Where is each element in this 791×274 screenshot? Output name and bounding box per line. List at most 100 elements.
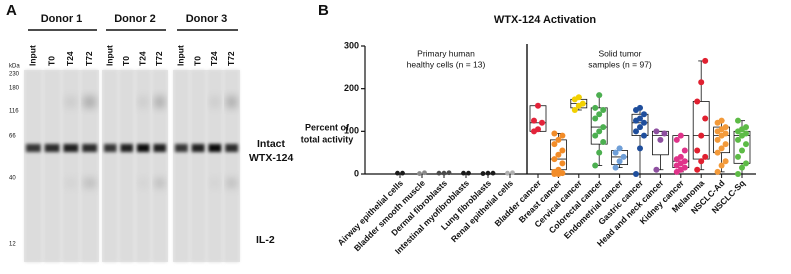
box — [631, 113, 649, 137]
data-point — [441, 170, 447, 176]
data-point — [735, 136, 741, 143]
data-point — [559, 132, 566, 139]
annotation: samples (n = 97) — [588, 59, 652, 69]
data-point — [551, 141, 558, 148]
lane-label: Input — [105, 45, 115, 66]
protein-band — [82, 144, 97, 152]
data-point — [505, 170, 510, 176]
data-point — [616, 145, 623, 152]
marker-label: 116 — [9, 109, 19, 115]
data-point — [579, 100, 586, 107]
data-point — [620, 153, 627, 160]
donor-label: Donor 3 — [186, 13, 228, 25]
smear-band — [64, 96, 78, 108]
smear-band — [83, 178, 96, 188]
protein-band — [191, 144, 205, 152]
lane — [224, 70, 239, 262]
data-point — [600, 139, 607, 145]
protein-band — [175, 144, 188, 152]
smear-band — [154, 178, 165, 188]
data-point — [681, 147, 688, 154]
data-point — [641, 132, 647, 139]
data-point — [702, 153, 709, 160]
data-point — [510, 170, 515, 176]
chart-title: WTX-124 Activation — [494, 14, 597, 26]
smear-band — [226, 96, 237, 108]
panel-label: A — [6, 2, 17, 19]
lane-label: T72 — [154, 51, 164, 66]
data-point — [722, 141, 729, 148]
protein-band — [137, 144, 150, 152]
lane-label: T72 — [84, 51, 94, 66]
data-point — [722, 130, 729, 137]
data-point — [677, 132, 684, 139]
smear-band — [209, 178, 221, 188]
lane — [207, 70, 223, 262]
lane — [152, 70, 167, 262]
data-point — [657, 136, 664, 143]
smear-band — [138, 96, 149, 108]
annotation: Primary human — [417, 48, 475, 58]
data-point — [559, 170, 566, 177]
data-point — [718, 145, 725, 152]
data-point — [735, 117, 741, 124]
protein-band — [44, 144, 60, 152]
data-point — [596, 149, 603, 156]
data-point — [559, 160, 566, 167]
data-point — [555, 151, 562, 158]
data-point — [743, 130, 749, 137]
data-point — [739, 147, 745, 154]
marker-label: 230 — [9, 72, 20, 78]
data-point — [555, 136, 562, 143]
lane — [174, 70, 189, 262]
data-point — [698, 132, 705, 139]
lane — [119, 70, 134, 262]
data-point — [739, 164, 745, 171]
data-point — [596, 128, 603, 135]
data-point — [735, 171, 741, 177]
annotation: Solid tumor — [599, 48, 642, 58]
lane — [25, 70, 42, 262]
lane-label: T0 — [46, 56, 56, 66]
marker-label: 12 — [9, 242, 16, 248]
data-point — [637, 115, 643, 122]
data-point — [718, 162, 725, 169]
data-point — [702, 115, 709, 122]
data-point — [571, 107, 578, 113]
smear-band — [209, 96, 221, 108]
protein-band — [26, 144, 41, 152]
donor-label: Donor 2 — [114, 13, 156, 25]
data-point — [555, 166, 562, 173]
y-tick-label: 200 — [344, 83, 359, 93]
data-point — [490, 170, 496, 176]
data-point — [485, 170, 491, 176]
data-point — [698, 158, 705, 165]
smear-band — [226, 178, 237, 188]
data-point — [637, 145, 643, 152]
lane-label: Input — [28, 45, 38, 66]
data-point — [633, 171, 639, 177]
data-point — [653, 128, 660, 135]
data-point — [592, 132, 599, 139]
panel-label: B — [318, 2, 329, 19]
data-point — [681, 164, 688, 171]
data-point — [535, 102, 541, 109]
lane-label: T24 — [209, 51, 219, 66]
data-point — [743, 160, 749, 167]
marker-label: 180 — [9, 86, 20, 92]
data-point — [641, 119, 647, 126]
box — [652, 130, 669, 156]
data-point — [735, 153, 741, 160]
data-point — [702, 57, 709, 64]
lane — [43, 70, 61, 262]
lane — [190, 70, 206, 262]
data-point — [535, 126, 541, 133]
data-point — [698, 79, 705, 86]
data-point — [592, 104, 599, 111]
kda-label: kDa — [9, 64, 20, 70]
smear-band — [154, 96, 165, 108]
protein-band — [120, 144, 133, 152]
protein-band — [104, 144, 117, 152]
lane — [81, 70, 98, 262]
